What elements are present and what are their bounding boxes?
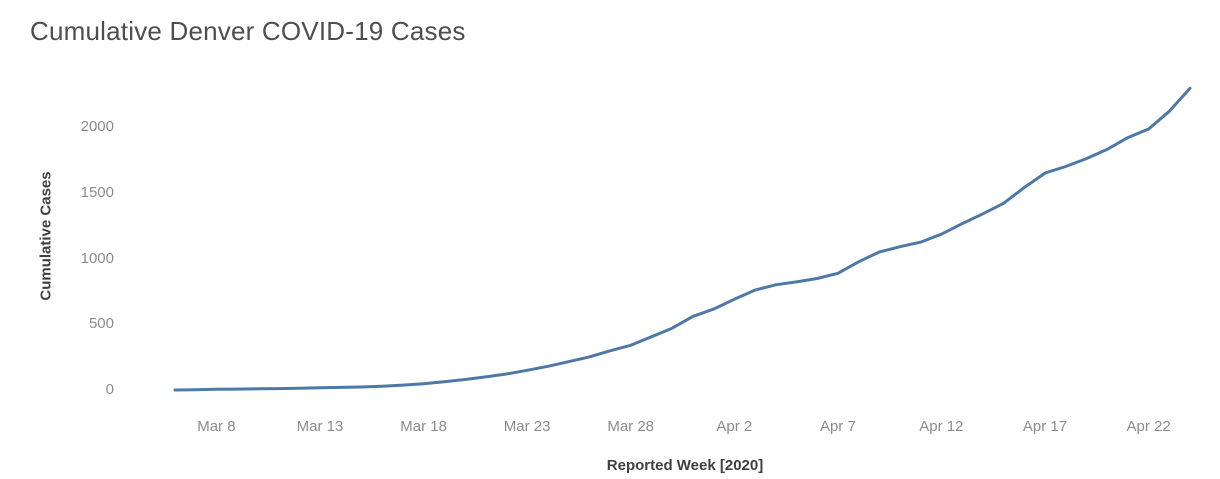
x-tick-label: Apr 2 (716, 418, 753, 435)
x-tick-label: Apr 22 (1126, 418, 1171, 435)
y-tick-label: 1000 (80, 249, 114, 267)
x-tick-label: Apr 7 (819, 418, 856, 435)
x-tick-label: Apr 12 (919, 418, 964, 435)
x-axis-title: Reported Week [2020] (606, 457, 764, 474)
x-tick-label: Mar 8 (197, 418, 236, 435)
x-tick-label: Mar 23 (503, 418, 551, 435)
x-tick-label: Apr 17 (1022, 418, 1068, 435)
x-tick-label: Mar 28 (607, 418, 655, 435)
y-tick-label: 0 (105, 381, 114, 398)
x-tick-label: Mar 18 (400, 418, 447, 435)
y-tick-label: 2000 (80, 118, 114, 136)
chart-title: Cumulative Denver COVID-19 Cases (30, 16, 466, 46)
y-tick-label: 500 (88, 315, 114, 333)
x-tick-label: Mar 13 (296, 418, 344, 435)
y-tick-label: 1500 (80, 183, 114, 201)
series-line[interactable] (173, 86, 1192, 392)
